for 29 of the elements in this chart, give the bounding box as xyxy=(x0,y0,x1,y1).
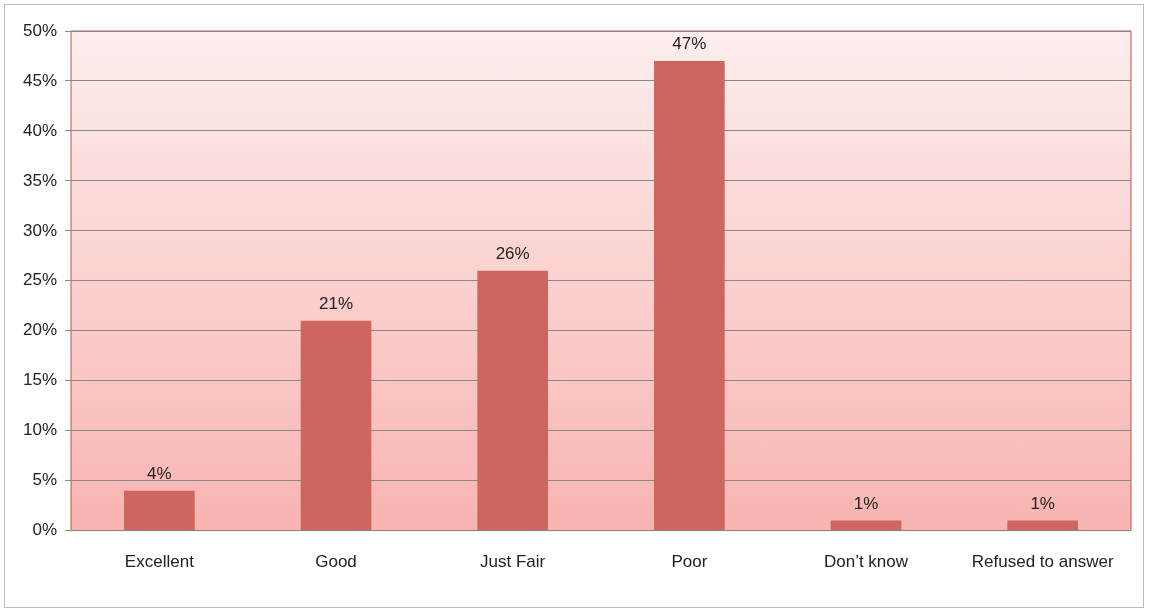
bar xyxy=(830,520,902,531)
y-tick-label: 5% xyxy=(32,470,58,490)
y-tick-label: 10% xyxy=(22,420,58,440)
y-tick-label: 20% xyxy=(22,320,58,340)
x-tick-label: Good xyxy=(315,552,357,572)
x-tick-label: Excellent xyxy=(124,552,195,572)
bar xyxy=(654,60,725,531)
y-tick-label: 30% xyxy=(22,220,58,240)
y-tick-label: 0% xyxy=(32,520,58,540)
bar xyxy=(300,320,372,531)
x-tick-label: Don’t know xyxy=(823,552,909,572)
x-tick-label: Just Fair xyxy=(480,552,546,572)
x-tick-label: Poor xyxy=(671,552,708,572)
data-label: 26% xyxy=(495,244,530,263)
y-tick-label: 50% xyxy=(22,20,58,40)
data-label: 1% xyxy=(1030,493,1055,513)
bar xyxy=(477,270,549,531)
y-tick-label: 45% xyxy=(22,70,58,90)
y-tick-label: 25% xyxy=(22,270,58,290)
x-tick-label: Refused to answer xyxy=(971,552,1114,572)
data-label: 4% xyxy=(147,463,172,483)
y-tick-label: 35% xyxy=(22,170,58,190)
y-tick-label: 15% xyxy=(22,370,58,390)
bar xyxy=(1007,520,1078,531)
data-label: 1% xyxy=(853,493,879,513)
data-label: 21% xyxy=(319,293,354,313)
bar xyxy=(124,490,195,531)
y-tick-label: 40% xyxy=(22,120,58,140)
data-label: 47% xyxy=(672,34,707,54)
